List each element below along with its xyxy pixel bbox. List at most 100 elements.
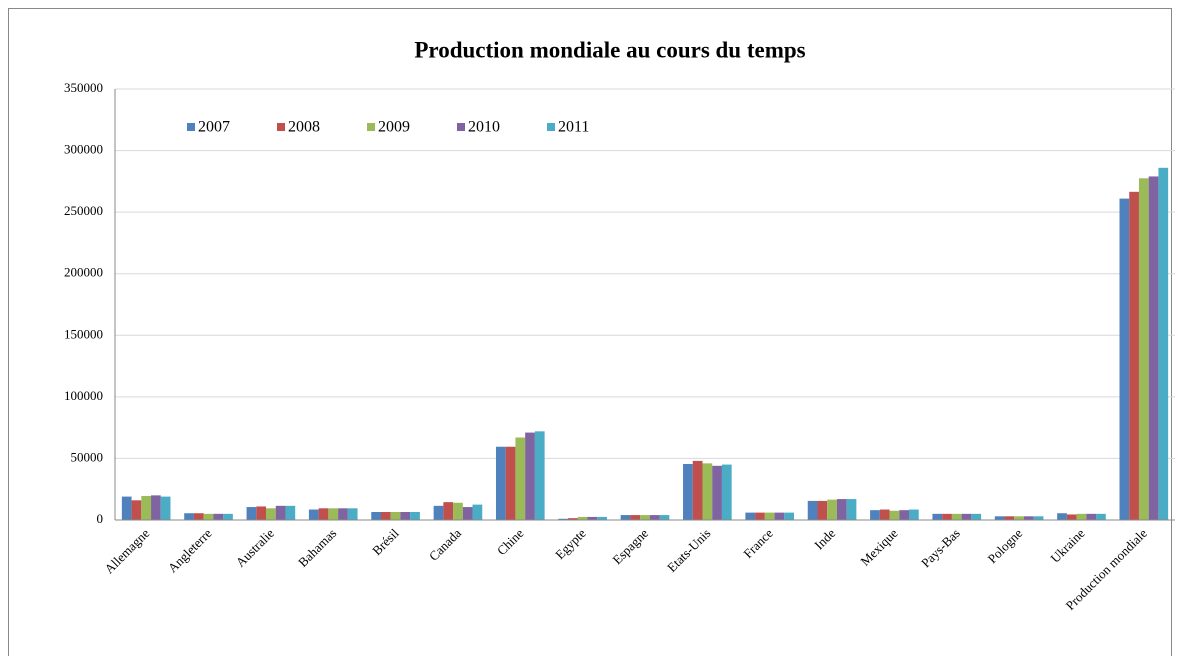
bar xyxy=(371,511,381,520)
bar xyxy=(213,513,224,520)
bar xyxy=(889,510,900,520)
bar xyxy=(846,499,857,520)
bar xyxy=(1138,178,1149,520)
bar xyxy=(515,437,526,520)
bar xyxy=(534,431,545,520)
bar xyxy=(1033,516,1044,520)
bar xyxy=(712,465,722,520)
bar xyxy=(246,507,257,520)
legend-swatch xyxy=(367,123,375,131)
bar xyxy=(1076,513,1087,520)
bar xyxy=(131,500,142,520)
legend-label: 2011 xyxy=(558,119,589,136)
legend-swatch xyxy=(547,123,555,131)
bar xyxy=(453,502,463,520)
chart-border xyxy=(8,8,1172,656)
bar xyxy=(683,463,693,520)
bar xyxy=(141,495,152,520)
y-tick-label: 50000 xyxy=(71,449,104,464)
bar xyxy=(942,513,952,520)
bar xyxy=(721,464,732,520)
bar xyxy=(184,513,194,520)
bar xyxy=(380,511,391,520)
bar xyxy=(1148,176,1159,520)
bar xyxy=(433,505,444,520)
y-tick-label: 0 xyxy=(97,511,104,526)
bar xyxy=(630,515,641,520)
bar xyxy=(318,508,329,520)
bar xyxy=(971,513,982,520)
bar xyxy=(308,509,319,520)
bar xyxy=(774,512,785,520)
bar xyxy=(1096,513,1106,520)
y-tick-label: 100000 xyxy=(64,388,103,403)
y-tick-label: 350000 xyxy=(64,80,103,95)
bar xyxy=(879,509,890,520)
legend-label: 2007 xyxy=(198,119,230,136)
bar xyxy=(328,508,339,520)
bar xyxy=(827,499,837,520)
bar xyxy=(577,516,588,520)
bar xyxy=(659,515,670,520)
bar xyxy=(558,518,569,520)
bar xyxy=(1086,513,1097,520)
bar xyxy=(203,513,214,520)
legend-label: 2010 xyxy=(468,119,500,136)
bar xyxy=(597,516,607,520)
bar xyxy=(1023,516,1034,520)
bar xyxy=(462,507,473,520)
legend-label: 2008 xyxy=(288,119,320,136)
bar xyxy=(495,446,506,520)
chart-title: Production mondiale au cours du temps xyxy=(414,37,805,62)
bar xyxy=(1066,514,1077,520)
bar xyxy=(390,511,401,520)
bar xyxy=(505,446,516,520)
bar xyxy=(899,510,910,520)
bar xyxy=(275,505,286,520)
bar xyxy=(961,513,972,520)
bar xyxy=(620,515,631,520)
bar xyxy=(1158,167,1169,520)
bar xyxy=(692,460,703,520)
bar xyxy=(223,513,233,520)
bar xyxy=(649,515,660,520)
bar xyxy=(764,512,775,520)
bar xyxy=(338,508,348,520)
bar xyxy=(994,516,1005,520)
bar xyxy=(1129,191,1139,520)
bar xyxy=(587,516,598,520)
bar xyxy=(817,500,828,520)
bar xyxy=(400,511,411,520)
bar xyxy=(193,513,204,520)
legend-swatch xyxy=(277,123,285,131)
bar xyxy=(1057,513,1067,520)
y-tick-label: 200000 xyxy=(64,265,103,280)
y-tick-label: 300000 xyxy=(64,142,103,157)
bar xyxy=(932,513,943,520)
y-tick-label: 250000 xyxy=(64,203,103,218)
bar xyxy=(1014,516,1024,520)
bar xyxy=(836,499,847,520)
bar xyxy=(256,506,267,520)
bar xyxy=(755,512,765,520)
bar xyxy=(266,508,276,520)
bar xyxy=(410,511,420,520)
bar xyxy=(347,508,358,520)
bar xyxy=(121,496,132,520)
legend-swatch xyxy=(187,123,195,131)
bar xyxy=(285,505,296,520)
bar xyxy=(1004,516,1015,520)
bar xyxy=(472,504,483,520)
bar xyxy=(525,432,535,520)
bar xyxy=(807,500,818,520)
bar xyxy=(151,495,161,520)
bar xyxy=(870,510,880,520)
bar xyxy=(745,512,756,520)
bar xyxy=(951,513,962,520)
bar xyxy=(640,515,650,520)
bar xyxy=(1119,198,1130,520)
legend-swatch xyxy=(457,123,465,131)
bar xyxy=(568,518,578,520)
bar xyxy=(909,509,919,520)
